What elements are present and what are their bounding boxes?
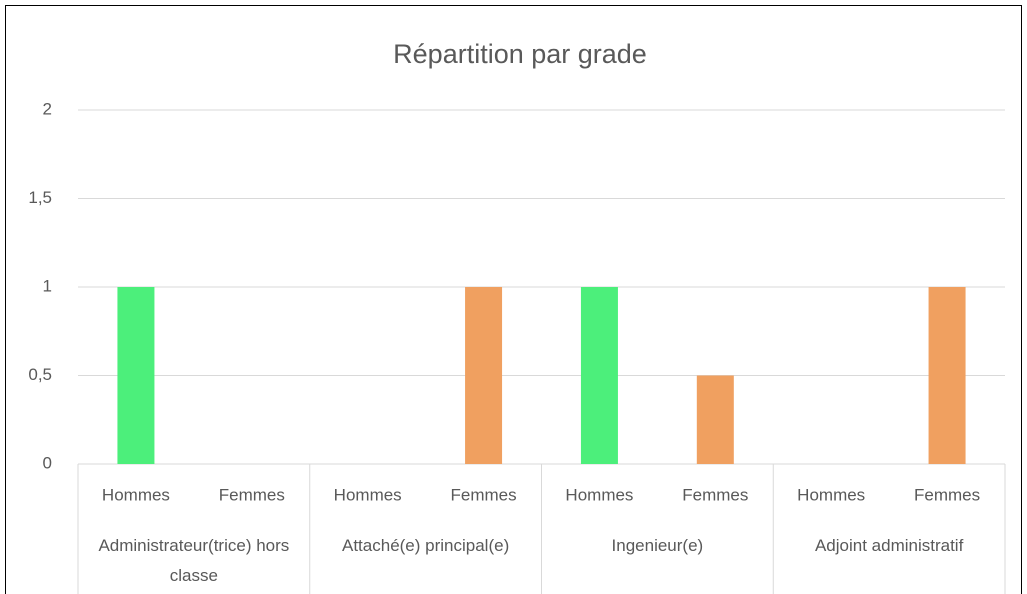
group-label: Ingenieur(e) [611,536,704,555]
bar [465,287,503,464]
group-label: Administrateur(trice) hors classe [98,536,290,585]
group-label-box: Adjoint administratif [814,536,964,555]
group-label-box: Administrateur(trice) hors classe [98,536,290,585]
x-tick-label: Hommes [334,485,402,504]
chart-title: Répartition par grade [393,39,647,69]
bar [928,287,966,464]
y-tick-label: 0,5 [28,365,52,384]
y-tick-label: 2 [43,99,52,118]
bar [580,287,618,464]
group-label: Adjoint administratif [814,536,964,555]
x-tick-label: Femmes [219,485,285,504]
y-tick-label: 0 [43,453,52,472]
chart-frame [5,5,1022,594]
x-tick-label: Hommes [565,485,633,504]
x-tick-label: Hommes [102,485,170,504]
y-tick-label: 1 [43,276,52,295]
group-label-box: Attaché(e) principal(e) [342,536,510,555]
bar [117,287,155,464]
bar [696,375,734,464]
y-tick-label: 1,5 [28,188,52,207]
group-label: Attaché(e) principal(e) [342,536,510,555]
x-tick-label: Femmes [914,485,980,504]
x-tick-label: Hommes [797,485,865,504]
x-tick-label: Femmes [682,485,748,504]
x-tick-label: Femmes [451,485,517,504]
group-label-box: Ingenieur(e) [611,536,704,555]
